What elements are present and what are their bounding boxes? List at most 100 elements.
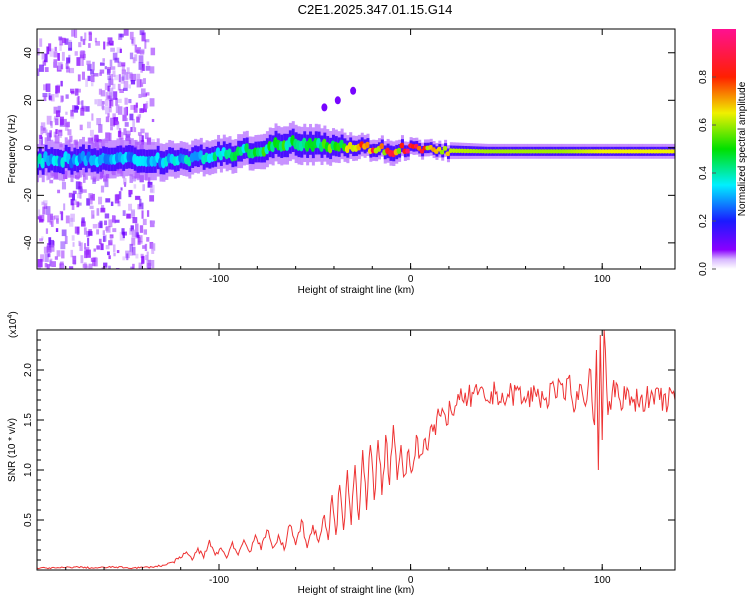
noise-speckle (49, 48, 54, 57)
noise-speckle (59, 43, 62, 51)
noise-speckle (136, 79, 142, 88)
noise-speckle (80, 221, 86, 227)
ridge-core (514, 149, 519, 154)
ridge-core (503, 149, 508, 154)
noise-speckle (151, 118, 155, 123)
noise-speckle (146, 251, 149, 261)
noise-speckle (129, 174, 133, 183)
ridge-core (474, 148, 479, 154)
y-tick-label: 1.0 (23, 463, 34, 477)
noise-speckle (79, 124, 83, 131)
noise-speckle (135, 49, 141, 54)
noise-speckle (92, 61, 95, 71)
noise-speckle (136, 116, 140, 123)
noise-speckle (108, 78, 111, 88)
noise-speckle (48, 43, 52, 52)
noise-speckle (92, 193, 95, 201)
ridge-core (405, 148, 411, 154)
noise-speckle (108, 87, 114, 97)
noise-speckle (128, 189, 133, 195)
noise-speckle (68, 54, 71, 63)
noise-speckle (143, 103, 147, 113)
noise-speckle (144, 103, 149, 109)
noise-speckle (45, 83, 51, 92)
noise-speckle (94, 138, 99, 143)
noise-speckle (91, 136, 97, 142)
noise-speckle (100, 185, 105, 193)
noise-speckle (70, 198, 74, 206)
noise-speckle (37, 48, 40, 56)
noise-speckle (58, 36, 63, 41)
noise-speckle (98, 238, 102, 245)
noise-speckle (54, 46, 57, 52)
noise-speckle (126, 72, 130, 80)
noise-speckle (119, 231, 125, 241)
noise-speckle (129, 73, 133, 82)
ridge-core (612, 149, 617, 154)
noise-speckle (88, 263, 93, 269)
ridge-core (583, 149, 588, 154)
noise-speckle (69, 88, 75, 93)
noise-speckle (146, 237, 150, 242)
noise-speckle (55, 129, 58, 135)
noise-speckle (140, 108, 143, 112)
noise-speckle (44, 253, 49, 263)
noise-speckle (49, 239, 55, 248)
noise-speckle (133, 184, 137, 189)
noise-speckle (130, 225, 134, 232)
ridge-core (595, 149, 600, 154)
noise-speckle (120, 76, 125, 84)
noise-speckle (144, 132, 149, 140)
noise-speckle (109, 100, 112, 109)
noise-speckle (99, 69, 105, 74)
noise-speckle (102, 175, 108, 182)
noise-speckle (69, 135, 73, 143)
ridge-core (457, 148, 462, 154)
noise-speckle (142, 184, 146, 191)
noise-speckle (137, 237, 141, 245)
noise-speckle (49, 258, 53, 263)
noise-speckle (132, 57, 136, 64)
noise-speckle (70, 213, 75, 222)
noise-speckle (108, 255, 111, 260)
noise-speckle (136, 234, 140, 238)
noise-speckle (65, 94, 69, 99)
harmonic-blob (334, 96, 341, 105)
ridge-core (486, 149, 491, 154)
noise-speckle (66, 121, 70, 128)
spectrogram-image (37, 29, 675, 269)
noise-speckle (88, 193, 93, 199)
ridge-core (647, 149, 652, 154)
noise-speckle (109, 235, 113, 243)
noise-speckle (40, 254, 45, 262)
noise-speckle (110, 47, 115, 52)
noise-speckle (105, 132, 110, 141)
noise-speckle (54, 256, 58, 260)
ridge-core (471, 148, 476, 154)
noise-speckle (76, 226, 80, 235)
noise-speckle (81, 100, 84, 109)
noise-speckle (44, 67, 49, 73)
noise-speckle (86, 60, 91, 66)
noise-speckle (64, 38, 69, 45)
noise-speckle (142, 218, 147, 226)
noise-speckle (135, 223, 139, 233)
noise-speckle (74, 51, 78, 56)
noise-speckle (39, 238, 43, 242)
noise-speckle (132, 263, 135, 269)
noise-speckle (110, 37, 113, 44)
noise-speckle (146, 210, 150, 217)
noise-speckle (60, 64, 64, 70)
ridge-core (442, 145, 448, 151)
noise-speckle (128, 84, 131, 89)
ridge-core (448, 148, 453, 154)
noise-speckle (104, 66, 107, 70)
noise-speckle (141, 256, 145, 265)
noise-speckle (100, 243, 104, 251)
noise-speckle (49, 221, 52, 225)
noise-speckle (72, 242, 75, 247)
noise-speckle (116, 122, 120, 130)
noise-speckle (109, 132, 112, 141)
noise-speckle (93, 73, 99, 77)
noise-speckle (61, 181, 67, 190)
